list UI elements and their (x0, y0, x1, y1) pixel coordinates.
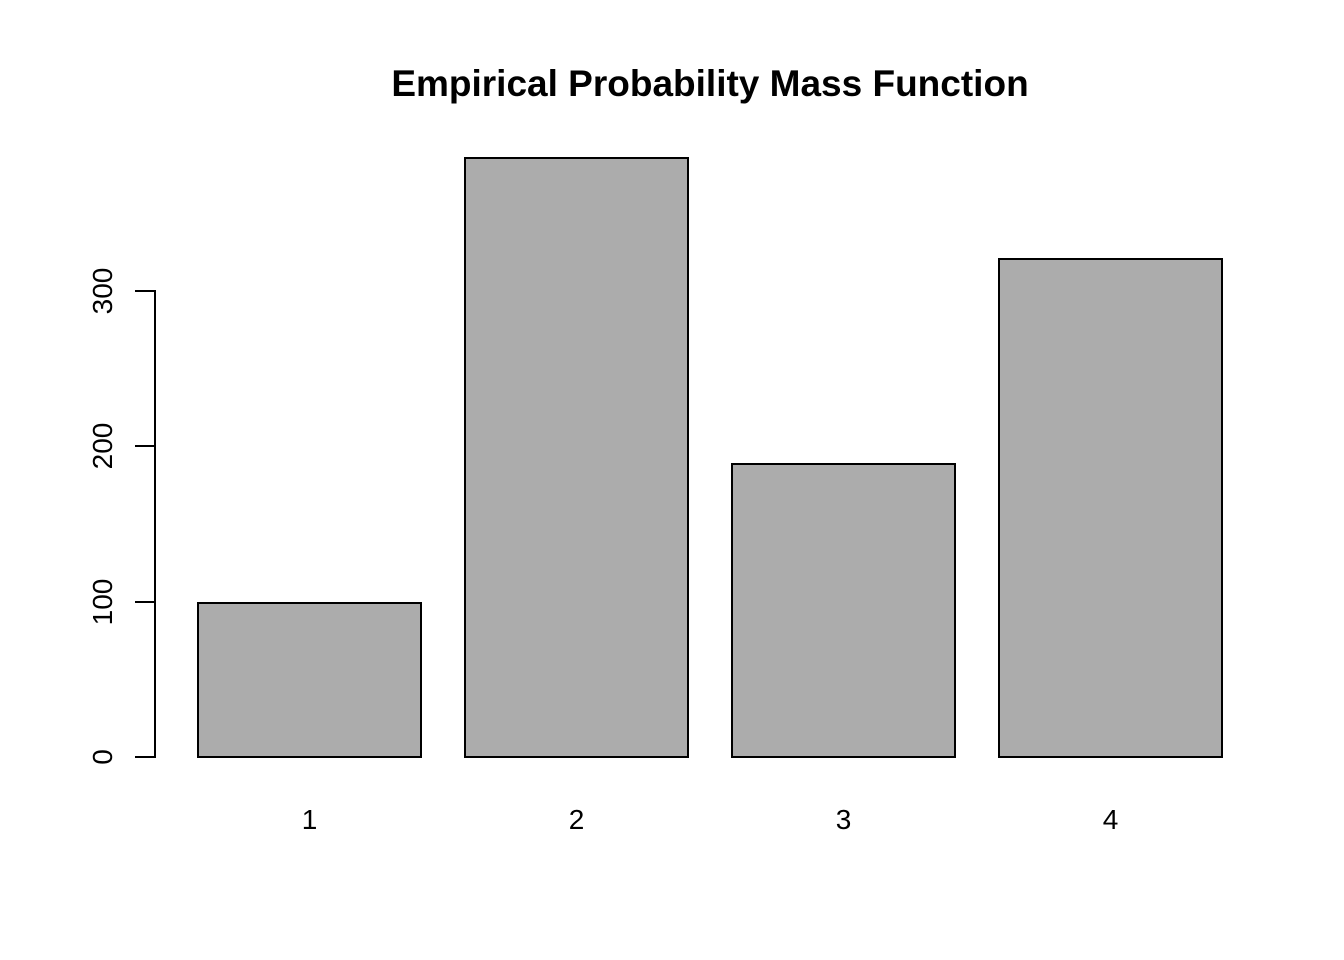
bar-2 (464, 157, 689, 758)
bar-4 (998, 258, 1223, 758)
bar-1 (197, 601, 422, 758)
y-axis-tick (135, 445, 155, 448)
y-axis-tick-label: 0 (87, 749, 118, 765)
y-axis-tick-label: 200 (87, 422, 118, 470)
chart-title: Empirical Probability Mass Function (391, 63, 1029, 104)
y-axis-line (154, 290, 156, 758)
x-axis-label-1: 1 (301, 804, 318, 835)
y-axis-tick (135, 756, 155, 758)
x-axis-label-4: 4 (1102, 804, 1119, 835)
x-axis-label-2: 2 (568, 804, 585, 835)
y-axis-tick-label: 100 (87, 578, 118, 626)
bar-3 (731, 463, 956, 758)
x-axis-label-3: 3 (835, 804, 852, 835)
y-axis-tick-label: 300 (87, 267, 118, 315)
y-axis-tick (135, 600, 155, 603)
y-axis-tick (135, 290, 155, 292)
